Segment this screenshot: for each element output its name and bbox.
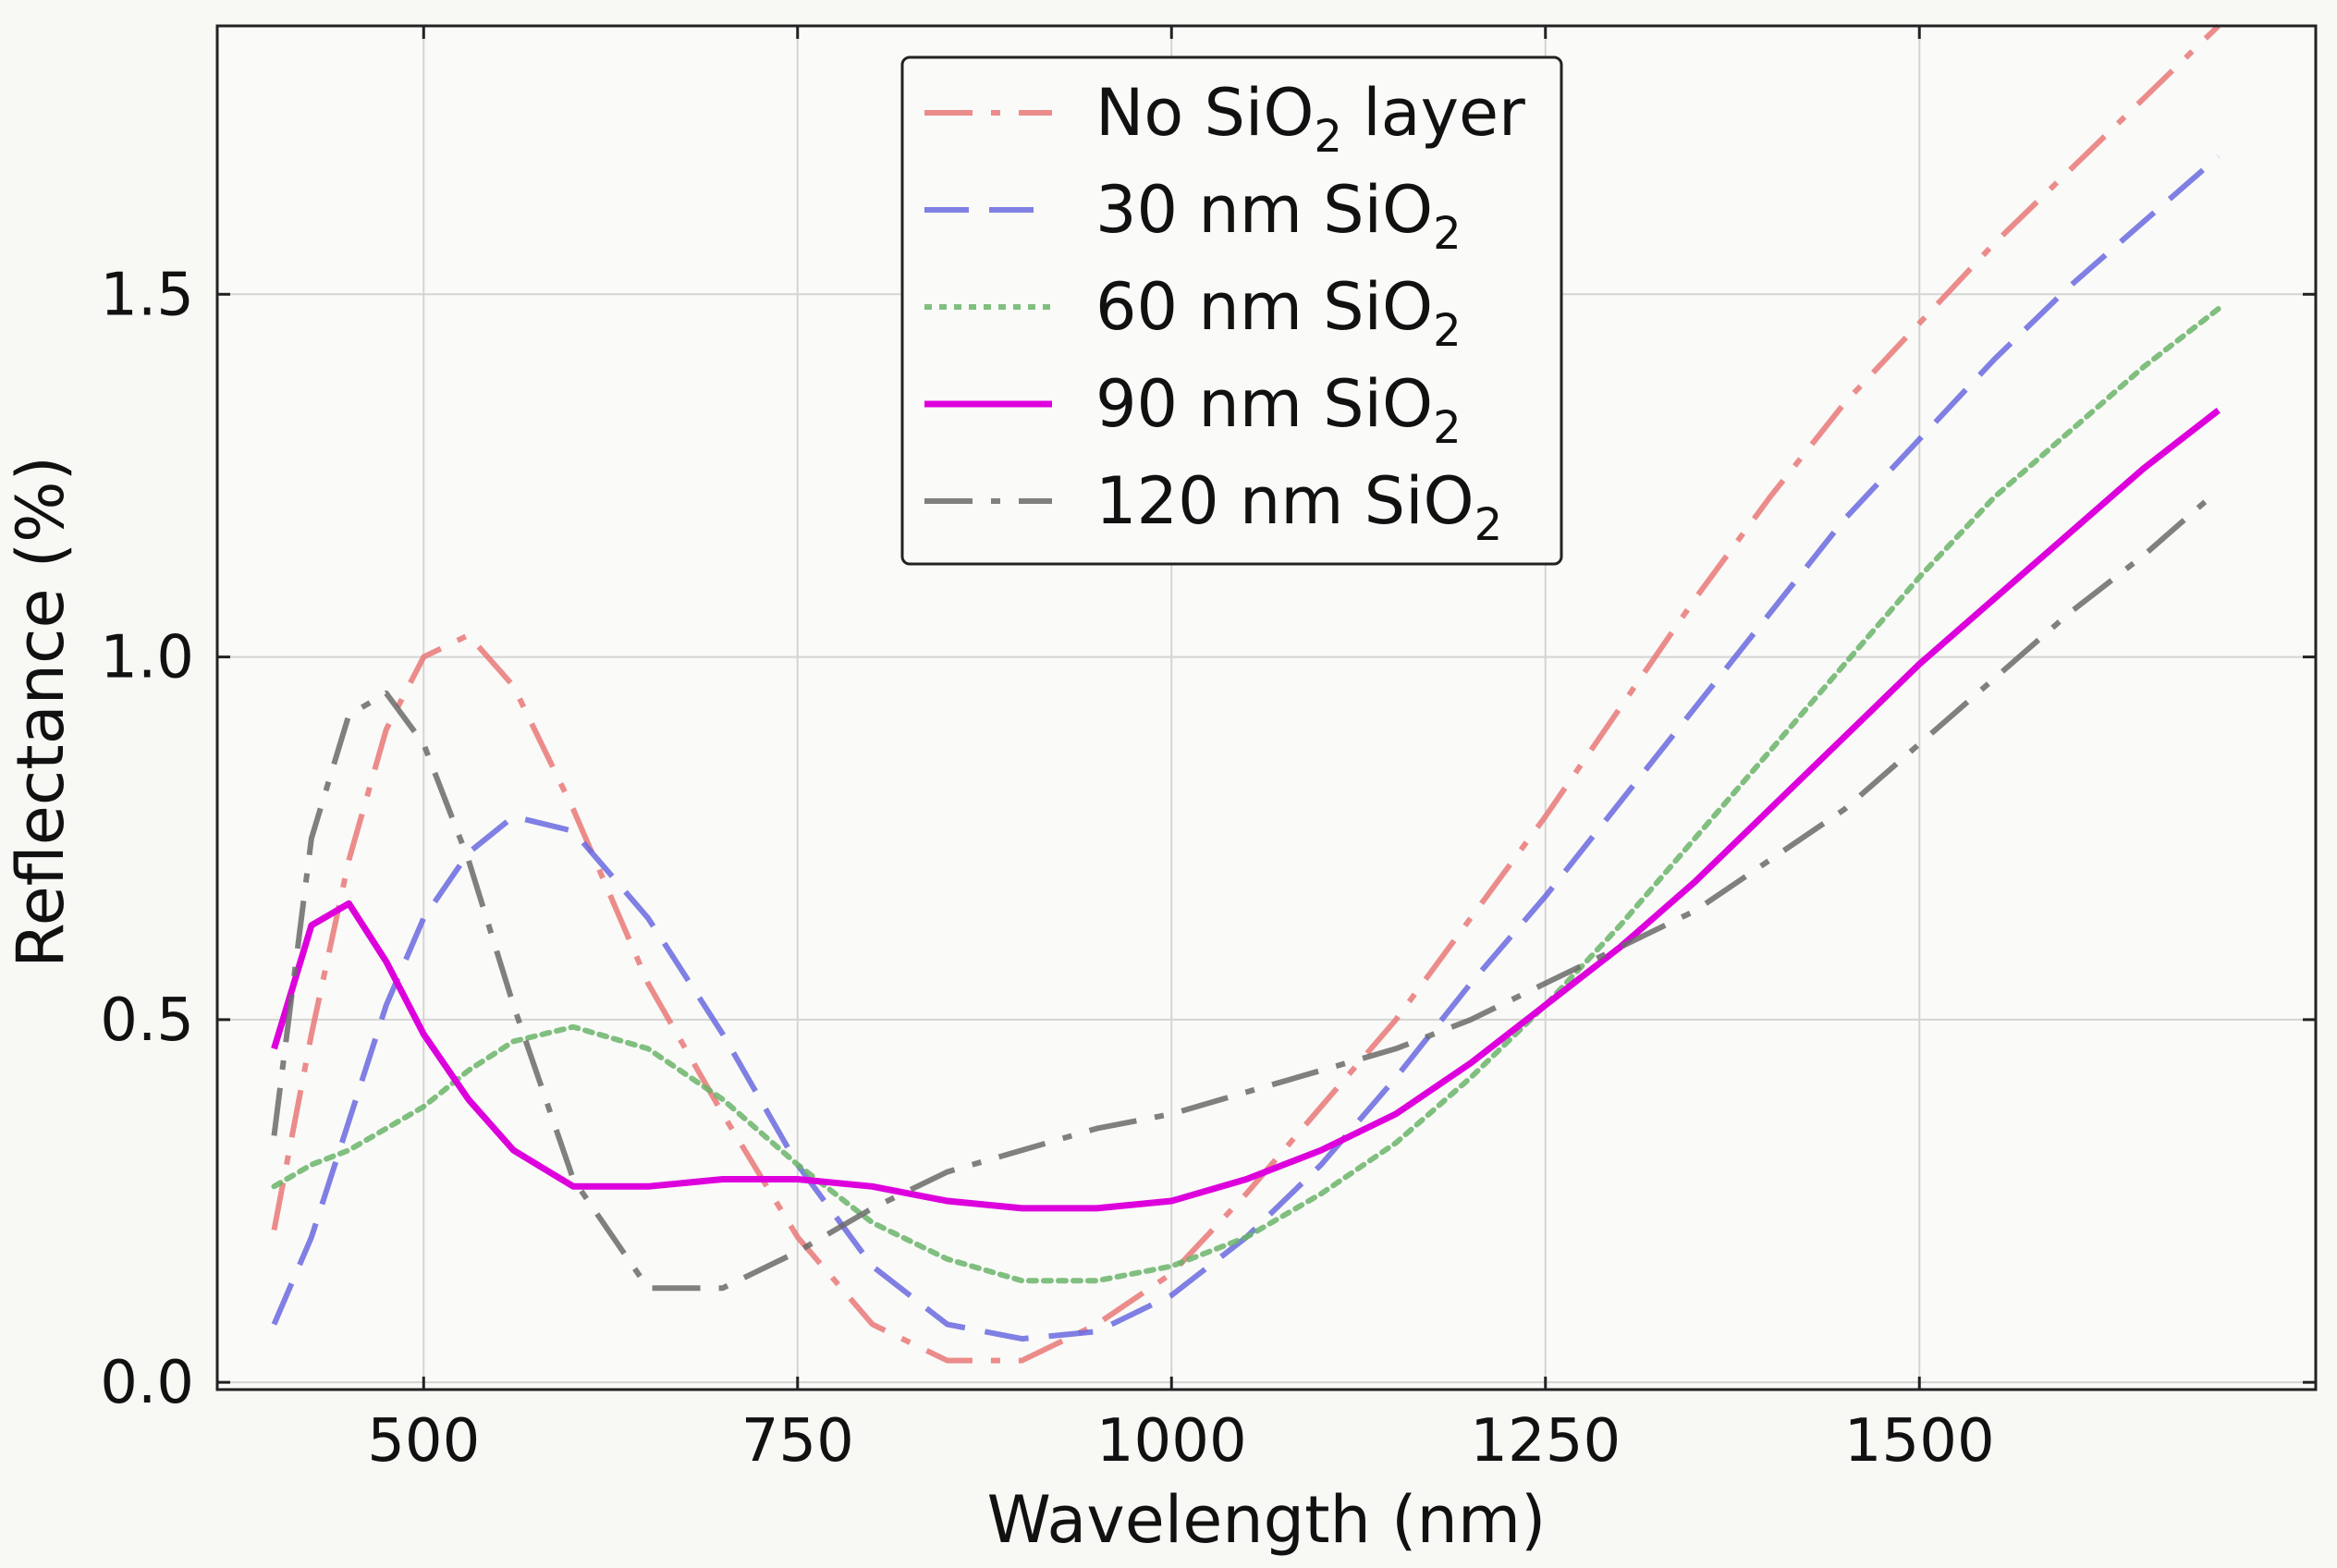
series-line-2 xyxy=(271,306,2221,1284)
legend-label-1: 30 nm SiO2 xyxy=(1095,172,1462,260)
legend-label-3: 90 nm SiO2 xyxy=(1095,366,1462,454)
y-tick-labels: 0.0 0.5 1.0 1.5 xyxy=(100,261,194,1417)
ticks xyxy=(217,26,2316,1390)
x-tick-label: 1250 xyxy=(1470,1407,1621,1476)
y-tick-label: 1.0 xyxy=(100,624,194,692)
legend-label-subscript: 2 xyxy=(1433,208,1462,260)
legend-box xyxy=(900,55,1563,566)
series-line-1 xyxy=(271,153,2221,1342)
legend-label-prefix: 60 nm SiO xyxy=(1095,269,1433,345)
x-axis-label: Wavelength (nm) xyxy=(987,1482,1547,1558)
legend-label-prefix: 90 nm SiO xyxy=(1095,366,1433,442)
y-axis-label: Reflectance (%) xyxy=(3,456,79,968)
series-line-3 xyxy=(271,408,2221,1212)
plot-frame xyxy=(215,24,2318,1391)
y-tick-label: 0.0 xyxy=(100,1349,194,1417)
x-tick-label: 1500 xyxy=(1844,1407,1995,1476)
legend-label-prefix: 120 nm SiO xyxy=(1095,463,1474,539)
legend-label-0: No SiO2 layer xyxy=(1095,75,1525,163)
legend-label-subscript: 2 xyxy=(1474,499,1503,551)
series-line-4 xyxy=(271,487,2221,1292)
x-tick-label: 750 xyxy=(741,1407,854,1476)
legend-label-prefix: 30 nm SiO xyxy=(1095,172,1433,248)
series-line-0 xyxy=(271,23,2221,1364)
x-tick-label: 1000 xyxy=(1096,1407,1247,1476)
y-tick-label: 0.5 xyxy=(100,986,194,1055)
y-tick-label: 1.5 xyxy=(100,261,194,329)
legend-label-suffix: layer xyxy=(1342,75,1525,151)
legend-label-subscript: 2 xyxy=(1433,305,1462,357)
x-tick-label: 500 xyxy=(367,1407,480,1476)
legend-label-2: 60 nm SiO2 xyxy=(1095,269,1462,357)
legend-label-prefix: No SiO xyxy=(1095,75,1314,151)
legend-label-subscript: 2 xyxy=(1433,402,1462,454)
series-lines xyxy=(271,23,2221,1364)
legend-label-subscript: 2 xyxy=(1314,111,1342,163)
x-tick-labels: 500 750 1000 1250 1500 xyxy=(367,1407,1994,1476)
legend-label-4: 120 nm SiO2 xyxy=(1095,463,1502,551)
